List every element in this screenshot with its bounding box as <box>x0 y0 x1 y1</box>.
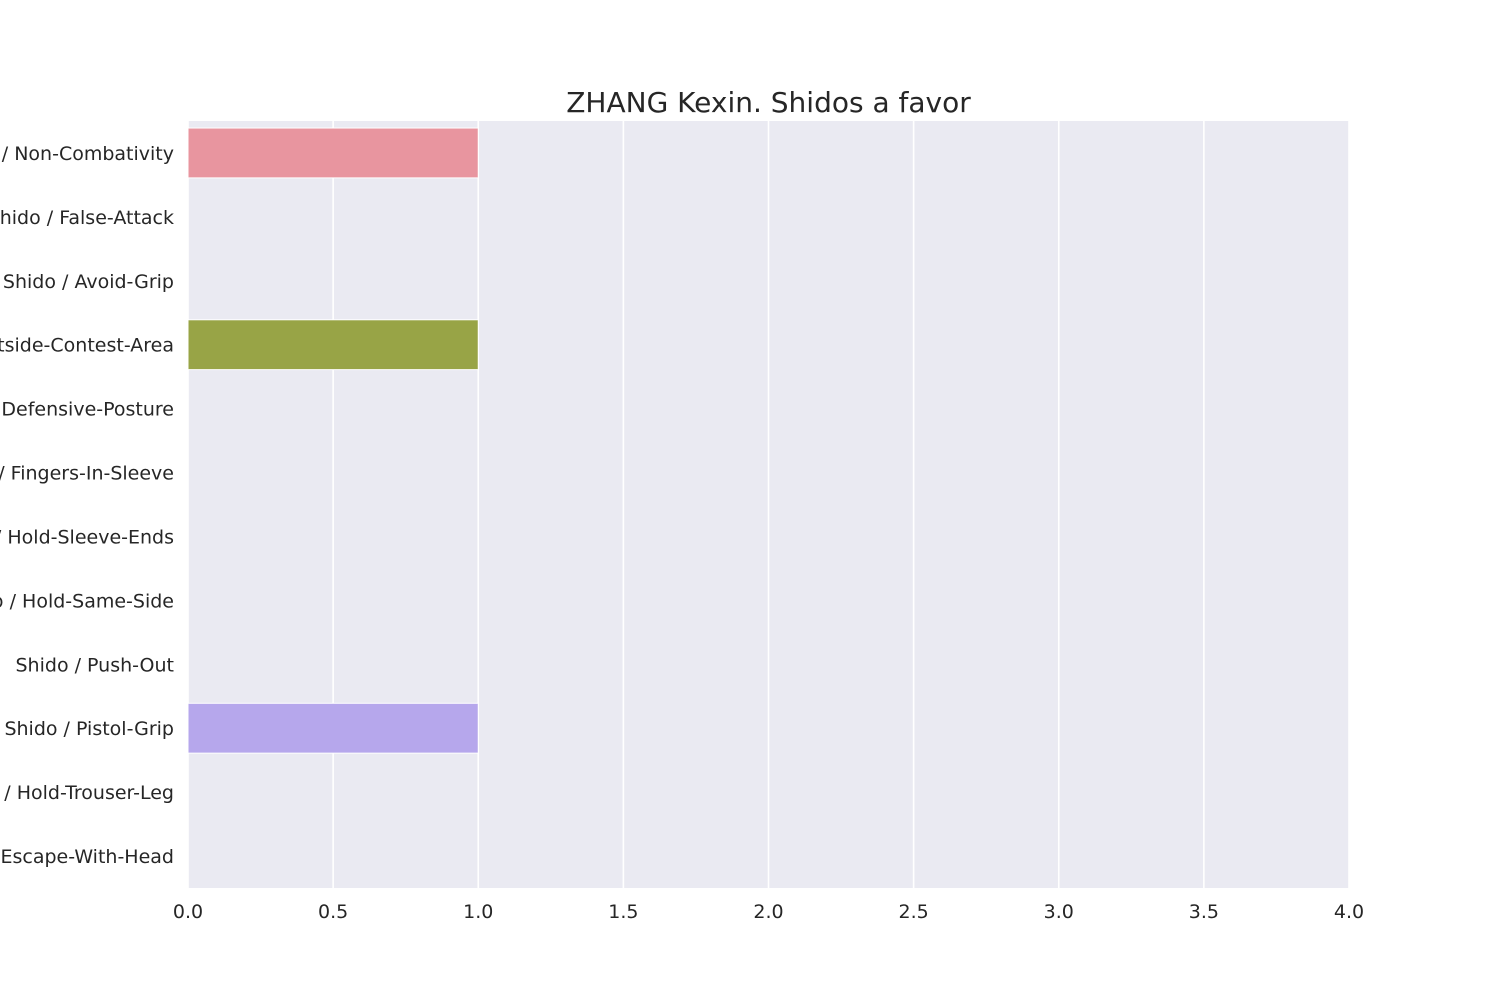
y-tick-label: Shido / Fingers-In-Sleeve <box>0 463 174 485</box>
y-tick-label: Shido / Hold-Sleeve-Ends <box>0 526 174 548</box>
y-tick-label: Shido / Non-Combativity <box>0 143 174 165</box>
chart-title: ZHANG Kexin. Shidos a favor <box>566 86 971 119</box>
x-tick-label: 0.0 <box>173 901 203 923</box>
grid-lines <box>187 121 1350 888</box>
x-tick-label: 1.0 <box>463 901 493 923</box>
x-tick-label: 3.5 <box>1189 901 1219 923</box>
y-tick-label: Shido / Pistol-Grip <box>4 718 174 740</box>
bar <box>187 702 479 754</box>
x-tick-label: 4.0 <box>1334 901 1364 923</box>
y-tick-label: Shido / Outside-Contest-Area <box>0 335 174 357</box>
y-tick-label: Shido / False-Attack <box>0 207 174 229</box>
y-tick-label: Shido / Avoid-Grip <box>3 271 174 293</box>
y-tick-label: Shido / Defensive-Posture <box>0 399 174 421</box>
bars <box>187 127 479 754</box>
bar <box>187 127 479 179</box>
y-tick-label: Shido / Hold-Trouser-Leg <box>0 782 174 804</box>
bar <box>187 319 479 371</box>
y-tick-label: Shido / Hold-Same-Side <box>0 590 174 612</box>
y-tick-label: Shido / Escape-With-Head <box>0 846 174 868</box>
x-tick-label: 3.0 <box>1044 901 1074 923</box>
x-tick-label: 2.5 <box>899 901 929 923</box>
x-axis-ticks: 0.0 0.5 1.0 1.5 2.0 2.5 3.0 3.5 4.0 <box>173 901 1364 923</box>
y-tick-label: Shido / Push-Out <box>16 654 175 676</box>
x-tick-label: 1.5 <box>608 901 638 923</box>
x-tick-label: 0.5 <box>318 901 348 923</box>
y-axis-ticks: Shido / Non-Combativity Shido / False-Att… <box>0 143 174 868</box>
x-tick-label: 2.0 <box>753 901 783 923</box>
